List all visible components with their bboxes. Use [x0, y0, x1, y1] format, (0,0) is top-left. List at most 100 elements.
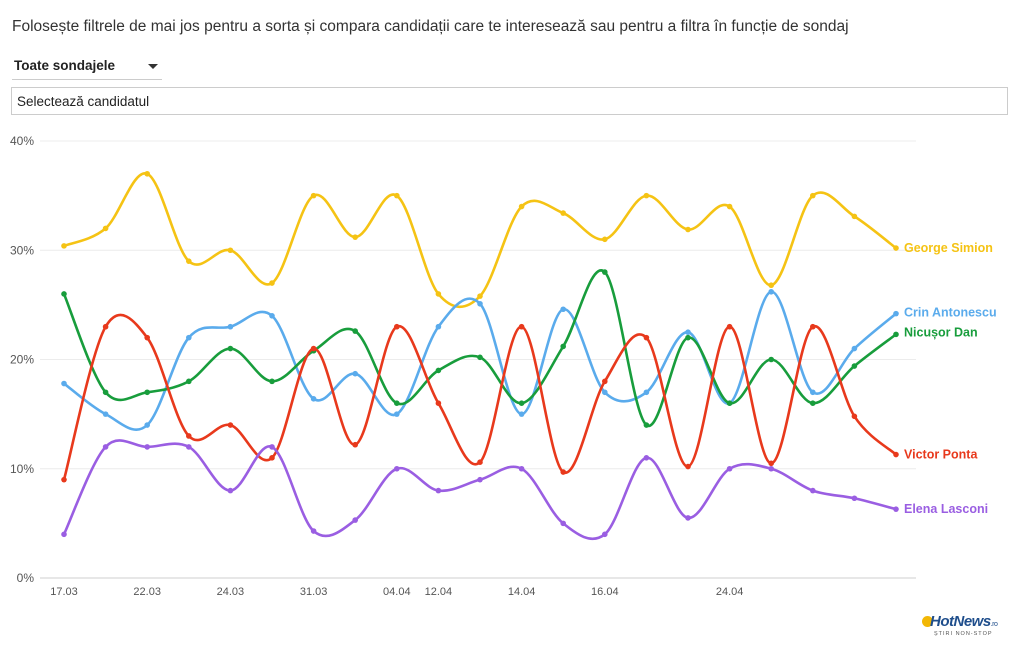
- series-label-george-simion: George Simion: [904, 241, 993, 255]
- data-point-victor-ponta: [643, 334, 650, 341]
- data-point-elena-lasconi: [726, 465, 733, 472]
- data-point-crin-antonescu: [768, 288, 774, 295]
- data-point-victor-ponta: [310, 345, 317, 352]
- x-tick-label: 14.04: [508, 586, 536, 598]
- data-point-elena-lasconi: [768, 465, 774, 472]
- data-point-nicusor-dan: [61, 291, 67, 297]
- data-point-crin-antonescu: [269, 313, 275, 319]
- x-tick-label: 16.04: [591, 586, 619, 598]
- series-line-george-simion: [62, 172, 898, 309]
- data-point-nicusor-dan: [685, 334, 691, 341]
- data-point-george-simion: [518, 203, 525, 210]
- data-point-nicusor-dan: [810, 400, 816, 407]
- data-point-nicusor-dan: [560, 343, 566, 350]
- series-line-crin-antonescu: [62, 290, 898, 431]
- series-line-victor-ponta: [62, 313, 898, 481]
- data-point-george-simion: [352, 234, 359, 240]
- data-point-crin-antonescu: [643, 389, 650, 396]
- data-point-george-simion: [893, 245, 899, 251]
- x-tick-label: 12.04: [425, 586, 453, 598]
- series-label-victor-ponta: Victor Ponta: [904, 448, 978, 462]
- sun-logo-icon: [922, 616, 933, 627]
- data-point-victor-ponta: [518, 323, 525, 330]
- hotnews-logo: HotNews.ro ȘTIRI NON-STOP: [922, 613, 1014, 641]
- data-point-crin-antonescu: [518, 411, 525, 417]
- data-point-crin-antonescu: [893, 310, 899, 317]
- data-point-elena-lasconi: [810, 487, 816, 494]
- data-point-victor-ponta: [435, 400, 442, 407]
- data-point-george-simion: [685, 226, 691, 233]
- data-point-elena-lasconi: [186, 444, 192, 450]
- y-tick-label: 20%: [10, 353, 34, 367]
- data-point-victor-ponta: [851, 413, 858, 420]
- data-point-crin-antonescu: [602, 389, 608, 396]
- data-point-nicusor-dan: [726, 400, 733, 407]
- caret-down-icon: [148, 64, 158, 69]
- data-point-elena-lasconi: [144, 444, 150, 450]
- series-line-nicusor-dan: [62, 269, 898, 427]
- data-point-george-simion: [186, 258, 192, 264]
- data-point-george-simion: [477, 293, 483, 299]
- poll-select-value: Toate sondajele: [14, 58, 116, 73]
- data-point-nicusor-dan: [352, 328, 359, 334]
- data-point-victor-ponta: [477, 459, 483, 465]
- data-point-elena-lasconi: [269, 444, 275, 450]
- data-point-george-simion: [560, 210, 566, 216]
- series-line-elena-lasconi: [62, 439, 898, 541]
- data-point-victor-ponta: [768, 460, 774, 467]
- data-point-george-simion: [310, 192, 317, 199]
- data-point-george-simion: [810, 192, 816, 199]
- data-point-george-simion: [602, 236, 608, 243]
- data-point-george-simion: [102, 225, 109, 232]
- data-point-elena-lasconi: [227, 487, 234, 494]
- data-point-nicusor-dan: [269, 378, 275, 385]
- data-point-george-simion: [227, 247, 234, 254]
- data-point-elena-lasconi: [851, 495, 858, 502]
- data-point-elena-lasconi: [310, 528, 317, 534]
- poll-select-dropdown[interactable]: Toate sondajele: [12, 55, 162, 80]
- data-point-elena-lasconi: [102, 444, 109, 450]
- data-point-nicusor-dan: [102, 389, 109, 396]
- logo-tld: .ro: [990, 621, 998, 628]
- data-point-crin-antonescu: [851, 345, 858, 352]
- data-point-crin-antonescu: [477, 300, 483, 307]
- data-point-george-simion: [394, 192, 400, 199]
- poll-line-chart: 0% 10% 20% 30% 40% 17.03 22.03 24.03 31.03 04.04 1…: [10, 134, 997, 598]
- data-point-crin-antonescu: [810, 389, 816, 396]
- data-point-george-simion: [768, 282, 774, 289]
- y-tick-label: 10%: [10, 462, 34, 476]
- data-point-elena-lasconi: [643, 455, 650, 461]
- y-tick-label: 40%: [10, 134, 34, 148]
- data-point-elena-lasconi: [477, 476, 483, 483]
- data-point-crin-antonescu: [186, 334, 192, 341]
- data-point-crin-antonescu: [144, 422, 150, 428]
- data-point-elena-lasconi: [352, 517, 359, 523]
- candidate-select-input[interactable]: Selectează candidatul: [11, 87, 1008, 115]
- data-point-victor-ponta: [144, 334, 150, 341]
- data-point-victor-ponta: [227, 422, 234, 428]
- data-point-nicusor-dan: [602, 269, 608, 275]
- data-point-victor-ponta: [560, 469, 566, 475]
- data-point-nicusor-dan: [768, 356, 774, 363]
- logo-brand: HotNews: [930, 613, 991, 630]
- data-point-nicusor-dan: [435, 367, 442, 374]
- data-point-george-simion: [851, 213, 858, 220]
- y-tick-label: 0%: [17, 571, 35, 585]
- data-point-nicusor-dan: [186, 378, 192, 385]
- x-tick-label: 24.03: [217, 586, 245, 598]
- data-point-crin-antonescu: [394, 411, 400, 417]
- data-point-elena-lasconi: [685, 515, 691, 521]
- data-point-elena-lasconi: [394, 465, 400, 472]
- data-point-crin-antonescu: [102, 411, 109, 417]
- data-point-nicusor-dan: [518, 400, 525, 407]
- data-point-victor-ponta: [602, 378, 608, 385]
- x-tick-label: 04.04: [383, 586, 411, 598]
- data-point-elena-lasconi: [893, 506, 899, 512]
- data-point-nicusor-dan: [851, 363, 858, 369]
- series-label-nicusor-dan: Nicușor Dan: [904, 325, 978, 339]
- intro-text: Folosește filtrele de mai jos pentru a s…: [12, 18, 849, 35]
- data-point-victor-ponta: [61, 476, 67, 483]
- x-tick-label: 31.03: [300, 586, 328, 598]
- data-point-elena-lasconi: [61, 531, 67, 538]
- data-point-nicusor-dan: [144, 389, 150, 396]
